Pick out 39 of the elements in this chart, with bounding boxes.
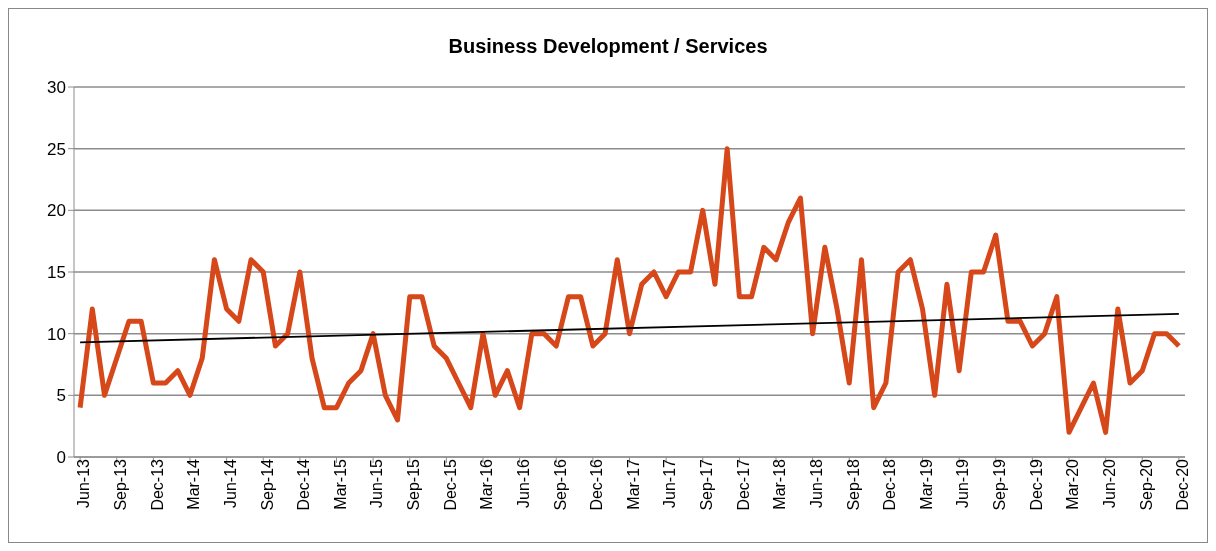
x-tick-label: Sep-16 <box>551 458 569 511</box>
y-tick-label: 10 <box>47 324 66 344</box>
x-tick-label: Sep-17 <box>698 458 716 511</box>
x-tick-label: Dec-14 <box>295 458 313 511</box>
x-tick-label: Dec-15 <box>441 458 459 511</box>
x-tick-label: Jun-17 <box>661 458 679 508</box>
x-tick-label: Jun-15 <box>368 458 386 508</box>
x-tick-label: Jun-20 <box>1101 458 1118 508</box>
x-tick-label: Mar-18 <box>771 458 789 510</box>
x-tick-label: Dec-13 <box>148 458 166 511</box>
y-tick-label: 5 <box>56 386 66 406</box>
x-tick-label: Jun-18 <box>807 458 825 508</box>
x-tick-label: Sep-15 <box>405 458 423 511</box>
x-tick-label: Jun-13 <box>75 458 93 508</box>
x-tick-label: Jun-19 <box>954 458 972 508</box>
x-tick-label: Mar-17 <box>624 458 642 510</box>
x-tick-label: Mar-20 <box>1064 458 1082 510</box>
x-tick-label: Sep-18 <box>844 458 862 511</box>
x-tick-label: Dec-17 <box>734 458 752 511</box>
x-tick-label: Jun-16 <box>514 458 532 508</box>
y-tick-label: 15 <box>47 263 66 283</box>
x-tick-label: Jun-14 <box>221 458 239 508</box>
x-tick-label: Dec-16 <box>588 458 606 511</box>
chart-title: Business Development / Services <box>447 34 769 59</box>
x-tick-label: Mar-19 <box>917 458 935 510</box>
x-tick-label: Dec-20 <box>1174 458 1192 511</box>
x-tick-label: Mar-16 <box>478 458 496 510</box>
x-tick-label: Sep-19 <box>991 458 1009 511</box>
y-tick-label: 0 <box>56 448 66 468</box>
x-tick-label: Sep-13 <box>112 458 130 511</box>
x-tick-label: Dec-19 <box>1027 458 1045 511</box>
y-tick-label: 30 <box>47 78 66 98</box>
x-tick-label: Dec-18 <box>881 458 899 511</box>
y-tick-label: 25 <box>47 139 66 159</box>
x-tick-label: Sep-14 <box>258 458 276 511</box>
x-tick-label: Sep-20 <box>1137 458 1155 511</box>
x-tick-label: Mar-15 <box>331 458 349 510</box>
x-tick-label: Mar-14 <box>185 458 203 510</box>
y-tick-label: 20 <box>47 201 66 221</box>
